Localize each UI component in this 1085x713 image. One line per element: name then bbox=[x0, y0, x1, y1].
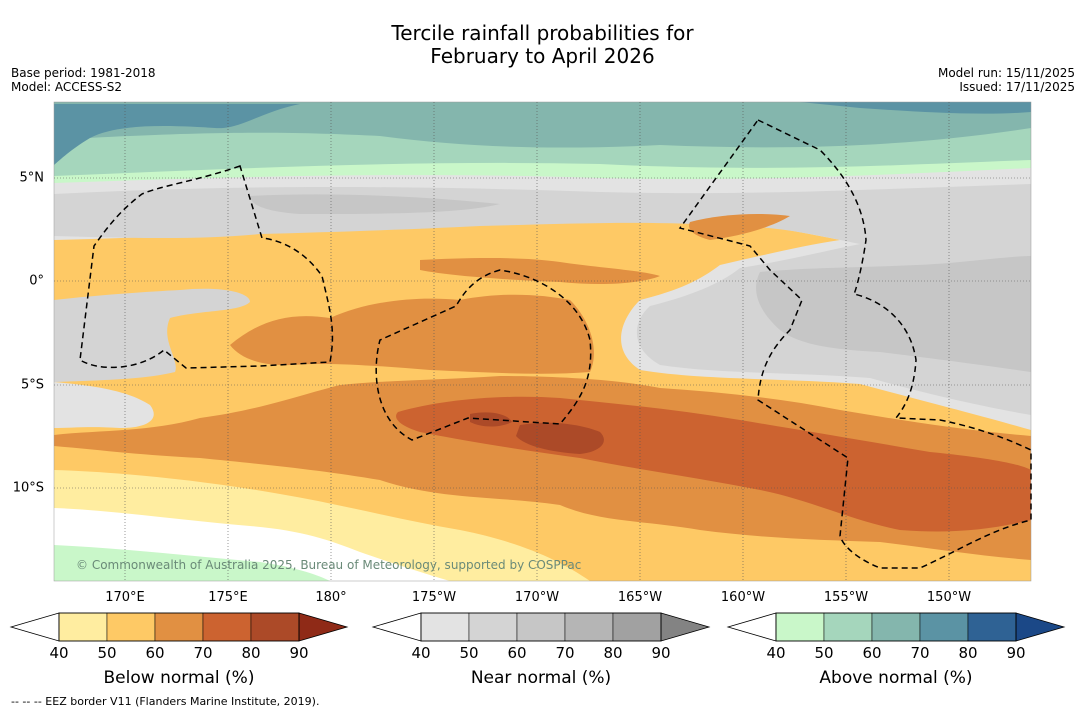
lon-label-160w: 160°W bbox=[720, 590, 766, 605]
title-line-2: February to April 2026 bbox=[430, 44, 655, 68]
colorbar-below-bin bbox=[202, 612, 252, 642]
model-run: Model run: 15/11/2025 bbox=[937, 66, 1075, 80]
lat-label-0: 0° bbox=[29, 273, 44, 289]
eez-footer-note: -- -- -- EEZ border V11 (Flanders Marine… bbox=[11, 695, 320, 708]
model-name: Model: ACCESS-S2 bbox=[11, 80, 123, 94]
cb-near-tick: 50 bbox=[459, 644, 479, 662]
lat-label-10s: 10°S bbox=[12, 480, 44, 496]
cb-above-tick: 50 bbox=[814, 644, 834, 662]
colorbar-above-bin bbox=[967, 612, 1017, 642]
colorbars bbox=[9, 612, 1066, 642]
lon-label-180: 180° bbox=[315, 590, 347, 605]
region-above-sw2 bbox=[54, 545, 330, 581]
colorbar-below-bin bbox=[106, 612, 156, 642]
eez-border-c bbox=[678, 119, 1032, 569]
lat-label-5s: 5°S bbox=[20, 377, 44, 393]
region-below-60-70-ne bbox=[689, 214, 790, 240]
eez-border-b bbox=[375, 269, 592, 441]
colorbar-above-bin bbox=[775, 612, 825, 642]
title-line-1: Tercile rainfall probabilities for bbox=[391, 21, 694, 45]
colorbar-below-bin bbox=[58, 612, 108, 642]
cb-above-tick: 90 bbox=[1006, 644, 1026, 662]
region-near-west-lobe bbox=[54, 288, 250, 382]
region-near-60-70-west bbox=[250, 194, 500, 214]
map-panel bbox=[54, 102, 1031, 581]
colorbar-below-title: Below normal (%) bbox=[103, 668, 255, 688]
copyright-notice: © Commonwealth of Australia 2025, Bureau… bbox=[76, 558, 582, 572]
region-near-west-lobe-2 bbox=[54, 382, 154, 428]
cb-above-tick: 80 bbox=[958, 644, 978, 662]
colorbar-below-extend-low bbox=[9, 612, 60, 642]
colorbar-near-bin bbox=[420, 612, 470, 642]
cb-near-tick: 70 bbox=[555, 644, 575, 662]
region-near-50-60 bbox=[54, 184, 1031, 415]
lat-label-5n: 5°N bbox=[19, 170, 45, 186]
colorbar-near-bin bbox=[516, 612, 566, 642]
region-above-70-80-east bbox=[800, 102, 1031, 114]
cb-near-tick: 60 bbox=[507, 644, 527, 662]
colorbar-below-bin bbox=[250, 612, 300, 642]
region-below-60-70 bbox=[54, 376, 1031, 560]
cb-above-tick: 40 bbox=[766, 644, 786, 662]
meta-right: Model run: 15/11/2025 Issued: 17/11/2025 bbox=[938, 66, 1075, 94]
cb-above-tick: 70 bbox=[910, 644, 930, 662]
lon-label-170w: 170°W bbox=[514, 590, 560, 605]
lon-label-175w: 175°W bbox=[411, 590, 457, 605]
map-title: Tercile rainfall probabilities for Febru… bbox=[0, 22, 1085, 68]
colorbar-above-extend-high bbox=[1015, 612, 1066, 642]
eez-borders bbox=[79, 119, 1032, 569]
issued-date: Issued: 17/11/2025 bbox=[959, 80, 1075, 94]
colorbar-above-outline bbox=[775, 612, 1017, 642]
colorbar-above-extend-low bbox=[726, 612, 777, 642]
cb-below-tick: 40 bbox=[49, 644, 69, 662]
colorbar-above-bin bbox=[919, 612, 969, 642]
region-below-60-70-north bbox=[420, 258, 660, 284]
meta-left: Base period: 1981-2018 Model: ACCESS-S2 bbox=[11, 66, 156, 94]
region-below-80-90-b bbox=[470, 412, 512, 427]
cb-near-tick: 40 bbox=[411, 644, 431, 662]
cb-below-tick: 70 bbox=[193, 644, 213, 662]
cb-below-tick: 90 bbox=[289, 644, 309, 662]
graticule bbox=[54, 102, 1031, 581]
colorbar-below-bin bbox=[154, 612, 204, 642]
lon-label-150w: 150°W bbox=[926, 590, 972, 605]
base-period: Base period: 1981-2018 bbox=[11, 66, 156, 80]
lon-label-165w: 165°W bbox=[617, 590, 663, 605]
colorbar-below-outline bbox=[58, 612, 300, 642]
lon-label-170e: 170°E bbox=[105, 590, 145, 605]
eez-border-a bbox=[79, 165, 334, 369]
colorbar-near-title: Near normal (%) bbox=[470, 668, 612, 688]
cb-below-tick: 50 bbox=[97, 644, 117, 662]
region-above-60-70 bbox=[54, 102, 1031, 148]
lon-label-175e: 175°E bbox=[208, 590, 248, 605]
region-above-70-80 bbox=[54, 104, 300, 165]
cb-near-tick: 80 bbox=[603, 644, 623, 662]
cb-near-tick: 90 bbox=[651, 644, 671, 662]
region-below-60-70-central bbox=[230, 294, 594, 374]
colorbar-below-extend-high bbox=[298, 612, 349, 642]
cb-below-tick: 80 bbox=[241, 644, 261, 662]
colorbar-near-bin bbox=[468, 612, 518, 642]
colorbar-above-bin bbox=[823, 612, 873, 642]
colorbar-near-extend-low bbox=[371, 612, 422, 642]
map-frame bbox=[53, 101, 1032, 582]
cb-below-tick: 60 bbox=[145, 644, 165, 662]
colorbar-above-bin bbox=[871, 612, 921, 642]
region-near-60-70 bbox=[756, 256, 1031, 372]
colorbar-above-title: Above normal (%) bbox=[819, 668, 973, 688]
colorbar-near-outline bbox=[420, 612, 662, 642]
colorbar-near-bin bbox=[612, 612, 662, 642]
region-below-80-90 bbox=[516, 422, 604, 454]
colorbar-near-bin bbox=[564, 612, 614, 642]
lon-label-155w: 155°W bbox=[823, 590, 869, 605]
cb-above-tick: 60 bbox=[862, 644, 882, 662]
colorbar-near-extend-high bbox=[660, 612, 711, 642]
